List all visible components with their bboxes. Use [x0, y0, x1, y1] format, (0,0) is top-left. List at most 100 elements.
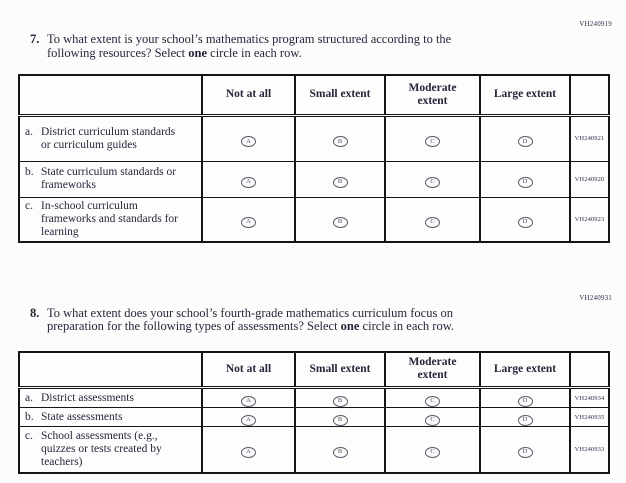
- answer-bubble-b[interactable]: B: [332, 136, 348, 148]
- answer-cell-not-at-all: A: [201, 114, 296, 162]
- question-8: 8. To what extent does your school’s fou…: [0, 305, 626, 334]
- question-text: To what extent is your school’s mathemat…: [47, 32, 452, 60]
- answer-cell-large-extent: D: [479, 387, 571, 408]
- empty-header-cell: [18, 351, 203, 389]
- row-letter: a.: [25, 125, 33, 138]
- row-letter: c.: [25, 429, 33, 442]
- answer-bubble-d[interactable]: D: [517, 395, 533, 407]
- response-table-q8: Not at all Small extent Moderate extent …: [18, 350, 610, 474]
- row-code: VH240934: [569, 387, 610, 408]
- row-label-cell: c. In-school curriculum frameworks and s…: [18, 196, 203, 242]
- answer-cell-small-extent: B: [294, 426, 386, 473]
- answer-cell-moderate-extent: C: [384, 196, 481, 242]
- column-header-large-extent: Large extent: [479, 74, 571, 117]
- bold-one: one: [340, 319, 360, 333]
- answer-bubble-b[interactable]: B: [332, 414, 348, 426]
- answer-cell-small-extent: B: [294, 196, 386, 242]
- row-label-cell: c. School assessments (e.g., quizzes or …: [18, 426, 203, 473]
- row-letter: a.: [25, 391, 33, 404]
- answer-bubble-c[interactable]: C: [425, 136, 440, 148]
- header-row: Not at all Small extent Moderate extent …: [18, 74, 610, 117]
- answer-cell-moderate-extent: C: [384, 407, 481, 427]
- answer-cell-not-at-all: A: [201, 426, 296, 473]
- row-label-cell: b. State assessments: [18, 407, 203, 427]
- answer-cell-large-extent: D: [479, 196, 571, 242]
- row-label: School assessments (e.g., quizzes or tes…: [41, 429, 162, 468]
- empty-header-cell: [569, 74, 610, 117]
- answer-bubble-a[interactable]: A: [241, 176, 256, 188]
- answer-cell-not-at-all: A: [201, 196, 296, 242]
- empty-header-cell: [569, 351, 610, 389]
- column-header-moderate-extent: Moderate extent: [384, 351, 481, 389]
- question-text-line2: preparation for the following types of a…: [47, 319, 455, 333]
- answer-bubble-c[interactable]: C: [425, 216, 440, 228]
- answer-bubble-a[interactable]: A: [241, 395, 256, 407]
- question-text-line2: following resources? Select one circle i…: [47, 45, 302, 60]
- question-code: VH240931: [579, 293, 612, 302]
- answer-cell-moderate-extent: C: [384, 426, 481, 473]
- empty-header-cell: [18, 74, 203, 117]
- question-code: VH240919: [579, 20, 612, 28]
- bold-one: one: [188, 45, 208, 60]
- answer-bubble-a[interactable]: A: [241, 447, 256, 458]
- answer-cell-small-extent: B: [294, 160, 386, 198]
- row-label: State curriculum standards or frameworks: [41, 166, 177, 191]
- answer-cell-large-extent: D: [479, 114, 571, 162]
- answer-bubble-c[interactable]: C: [425, 176, 440, 188]
- answer-bubble-c[interactable]: C: [425, 414, 440, 426]
- row-code: VH240933: [569, 426, 610, 473]
- table-row: b. State curriculum standards or framewo…: [18, 160, 610, 198]
- question-text-line1: To what extent is your school’s mathemat…: [47, 32, 452, 46]
- row-letter: b.: [25, 410, 34, 423]
- question-text: To what extent does your school’s fourth…: [47, 305, 455, 334]
- table-row: a. District curriculum standards or curr…: [18, 114, 610, 162]
- row-label-cell: a. District curriculum standards or curr…: [18, 114, 203, 162]
- question-8-section: VH240931 8. To what extent does your sch…: [0, 294, 626, 474]
- answer-cell-not-at-all: A: [201, 387, 296, 408]
- column-header-small-extent: Small extent: [294, 351, 386, 389]
- table-row: a. District assessments A B C D VH240934: [18, 387, 610, 408]
- answer-bubble-b[interactable]: B: [332, 216, 348, 228]
- answer-bubble-b[interactable]: B: [332, 447, 348, 458]
- table-row: b. State assessments A B C D VH240935: [18, 407, 610, 427]
- row-label-cell: a. District assessments: [18, 387, 203, 408]
- answer-cell-small-extent: B: [294, 114, 386, 162]
- question-text-line1: To what extent does your school’s fourth…: [47, 305, 453, 320]
- header-row: Not at all Small extent Moderate extent …: [18, 351, 610, 389]
- row-label-cell: b. State curriculum standards or framewo…: [18, 160, 203, 198]
- row-label: State assessments: [41, 410, 123, 423]
- column-header-moderate-extent: Moderate extent: [384, 74, 481, 117]
- row-label: In-school curriculum frameworks and stan…: [41, 199, 178, 238]
- answer-bubble-b[interactable]: B: [332, 395, 348, 407]
- question-number: 7.: [30, 32, 40, 46]
- answer-bubble-c[interactable]: C: [425, 447, 440, 458]
- row-label: District curriculum standards or curricu…: [41, 125, 176, 151]
- answer-cell-large-extent: D: [479, 407, 571, 427]
- row-letter: c.: [25, 199, 33, 212]
- row-code: VH240935: [569, 407, 610, 427]
- answer-bubble-d[interactable]: D: [517, 447, 533, 458]
- answer-bubble-d[interactable]: D: [517, 414, 533, 426]
- answer-bubble-a[interactable]: A: [241, 414, 256, 426]
- table-row: c. School assessments (e.g., quizzes or …: [18, 426, 610, 473]
- answer-bubble-a[interactable]: A: [241, 136, 256, 148]
- answer-bubble-d[interactable]: D: [517, 216, 533, 228]
- answer-cell-moderate-extent: C: [384, 114, 481, 162]
- answer-bubble-d[interactable]: D: [517, 136, 533, 148]
- table-row: c. In-school curriculum frameworks and s…: [18, 196, 610, 242]
- answer-bubble-a[interactable]: A: [241, 216, 256, 228]
- response-table-q7: Not at all Small extent Moderate extent …: [18, 74, 610, 243]
- column-header-not-at-all: Not at all: [201, 351, 296, 389]
- answer-cell-not-at-all: A: [201, 407, 296, 427]
- row-letter: b.: [25, 166, 34, 178]
- answer-cell-small-extent: B: [294, 387, 386, 408]
- column-header-large-extent: Large extent: [479, 351, 571, 389]
- answer-bubble-c[interactable]: C: [425, 395, 440, 407]
- answer-cell-large-extent: D: [479, 160, 571, 198]
- column-header-small-extent: Small extent: [294, 74, 386, 117]
- answer-bubble-b[interactable]: B: [332, 176, 348, 188]
- row-code: VH240921: [569, 114, 610, 162]
- column-header-not-at-all: Not at all: [201, 74, 296, 117]
- answer-bubble-d[interactable]: D: [517, 176, 533, 188]
- question-7: 7. To what extent is your school’s mathe…: [0, 32, 626, 60]
